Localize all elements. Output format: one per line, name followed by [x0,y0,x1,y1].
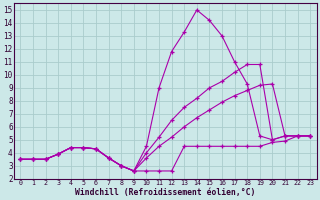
X-axis label: Windchill (Refroidissement éolien,°C): Windchill (Refroidissement éolien,°C) [75,188,255,197]
